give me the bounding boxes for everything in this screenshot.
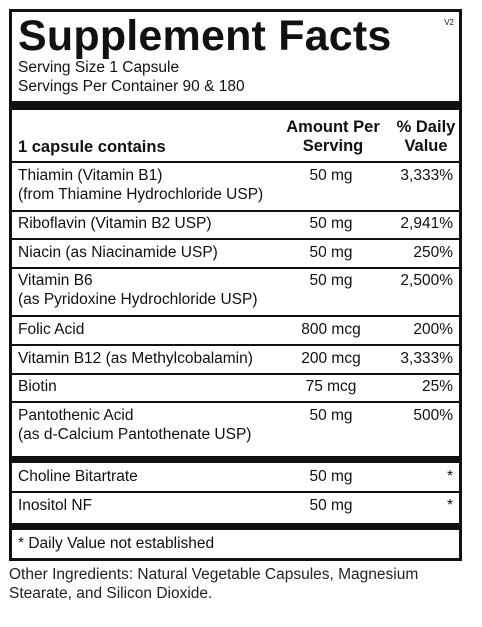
- row-sub-pantothenic-acid: (as d-Calcium Pantothenate USP): [18, 426, 252, 443]
- row-amount-vitamin-b12: 200 mcg: [301, 350, 361, 367]
- row-dv-folic-acid: 200%: [413, 321, 453, 338]
- row-amount-vitamin-b6: 50 mg: [309, 272, 353, 289]
- header-amount: Amount Per Serving: [277, 118, 389, 156]
- row-name-inositol: Inositol NF: [18, 497, 93, 514]
- daily-value-footnote: * Daily Value not established: [18, 535, 215, 552]
- header-amount-line2: Serving: [302, 137, 364, 155]
- version-mark: V2: [444, 18, 454, 27]
- other-ingredients: Other Ingredients: Natural Vegetable Cap…: [9, 566, 419, 602]
- row-amount-pantothenic-acid: 50 mg: [309, 407, 353, 424]
- row-divider: [12, 401, 459, 403]
- row-divider: [12, 315, 459, 317]
- row-divider: [12, 161, 459, 163]
- row-dv-inositol: *: [446, 497, 453, 514]
- header-dv-line1: % Daily: [396, 118, 456, 136]
- row-amount-niacin: 50 mg: [309, 244, 353, 261]
- row-amount-riboflavin: 50 mg: [309, 215, 353, 232]
- row-dv-pantothenic-acid: 500%: [413, 407, 453, 424]
- row-divider: [12, 344, 459, 346]
- divider-thick-bottom: [12, 523, 459, 530]
- header-contains: 1 capsule contains: [18, 138, 166, 156]
- divider-thick-middle: [12, 456, 459, 463]
- row-sub-thiamin: (from Thiamine Hydrochloride USP): [18, 186, 264, 203]
- serving-size: Serving Size 1 Capsule: [18, 59, 180, 76]
- row-dv-riboflavin: 2,941%: [400, 215, 453, 232]
- row-amount-thiamin: 50 mg: [309, 167, 353, 184]
- panel-title: Supplement Facts: [18, 12, 392, 60]
- header-dv-line2: Value: [404, 137, 448, 155]
- row-amount-choline-bitartrate: 50 mg: [309, 468, 353, 485]
- servings-per-container: Servings Per Container 90 & 180: [18, 78, 245, 95]
- row-name-thiamin: Thiamin (Vitamin B1): [18, 167, 163, 184]
- row-divider: [12, 210, 459, 212]
- row-dv-vitamin-b6: 2,500%: [400, 272, 453, 289]
- row-name-riboflavin: Riboflavin (Vitamin B2 USP): [18, 215, 212, 232]
- row-name-folic-acid: Folic Acid: [18, 321, 85, 338]
- header-daily-value: % Daily Value: [390, 118, 462, 156]
- row-dv-biotin: 25%: [421, 378, 453, 395]
- row-divider: [12, 373, 459, 375]
- row-divider: [12, 267, 459, 269]
- row-name-biotin: Biotin: [18, 378, 57, 395]
- row-divider: [12, 238, 459, 240]
- row-amount-biotin: 75 mcg: [305, 378, 357, 395]
- row-name-vitamin-b6: Vitamin B6: [18, 272, 93, 289]
- row-divider: [12, 491, 459, 493]
- header-amount-line1: Amount Per: [286, 118, 380, 136]
- row-name-niacin: Niacin (as Niacinamide USP): [18, 244, 218, 261]
- row-name-choline-bitartrate: Choline Bitartrate: [18, 468, 138, 485]
- row-name-vitamin-b12: Vitamin B12 (as Methylcobalamin): [18, 350, 253, 367]
- row-sub-vitamin-b6: (as Pyridoxine Hydrochloride USP): [18, 291, 258, 308]
- row-dv-vitamin-b12: 3,333%: [400, 350, 453, 367]
- divider-thick-top: [12, 101, 459, 110]
- row-amount-folic-acid: 800 mcg: [301, 321, 361, 338]
- row-dv-choline-bitartrate: *: [446, 468, 453, 485]
- row-dv-niacin: 250%: [413, 244, 453, 261]
- row-dv-thiamin: 3,333%: [400, 167, 453, 184]
- supplement-facts-panel: Supplement Facts V2 Serving Size 1 Capsu…: [9, 9, 462, 561]
- row-name-pantothenic-acid: Pantothenic Acid: [18, 407, 134, 424]
- row-amount-inositol: 50 mg: [309, 497, 353, 514]
